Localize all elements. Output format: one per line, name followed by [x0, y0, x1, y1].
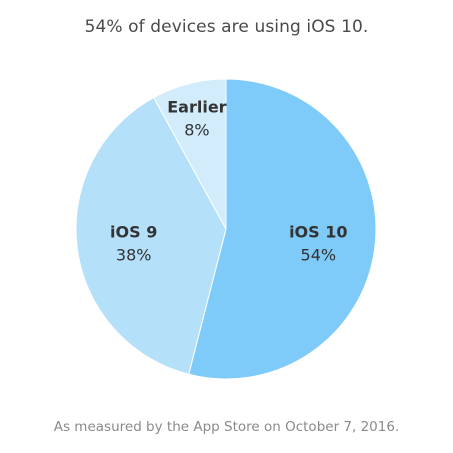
slice-label-ios-10: iOS 10	[289, 223, 347, 242]
pie-slice-ios-10	[188, 78, 377, 380]
slice-value-ios-9: 38%	[116, 246, 152, 265]
pie-slice-ios-9	[75, 96, 227, 375]
slice-label-ios-9: iOS 9	[110, 223, 157, 242]
chart-title: 54% of devices are using iOS 10.	[84, 17, 369, 37]
pie-slice-earlier	[153, 78, 227, 230]
slice-label-earlier: Earlier	[167, 98, 226, 117]
footnote: As measured by the App Store on October …	[53, 419, 400, 435]
slice-value-earlier: 8%	[184, 121, 209, 140]
slice-value-ios-10: 54%	[301, 246, 337, 265]
